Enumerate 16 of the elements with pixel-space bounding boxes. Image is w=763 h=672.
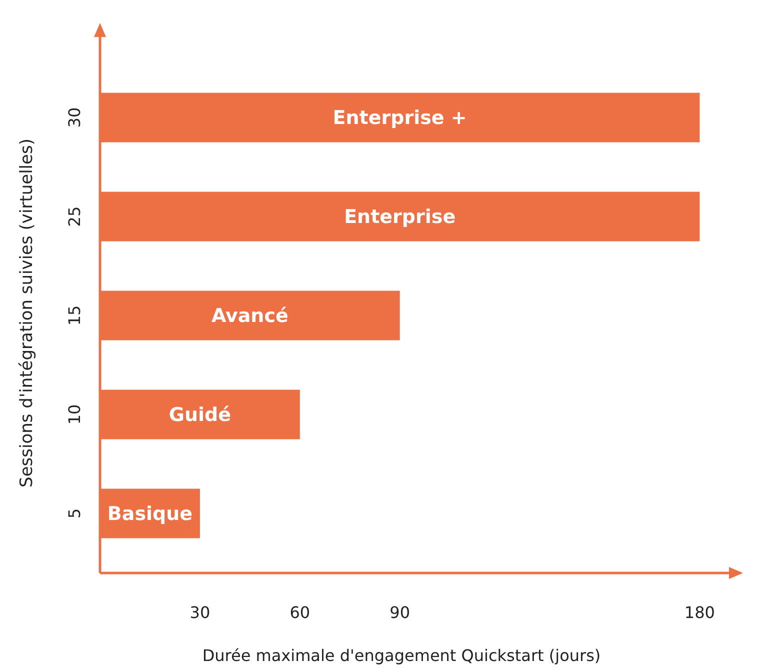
y-axis-title: Sessions d'intégration suivies (virtuelles) [17, 138, 37, 488]
annotation: Enterprise [344, 206, 456, 228]
annotation: Avancé [211, 305, 288, 328]
annotation: Basique [107, 503, 193, 526]
x-tick-label: 90 [390, 603, 410, 622]
y-tick-label: 10 [65, 404, 84, 425]
y-tick-label: 30 [65, 107, 84, 128]
x-tick-label: 180 [684, 603, 715, 622]
y-tick-label: 15 [65, 305, 84, 326]
x-axis-title: Durée maximale d'engagement Quickstart (jours) [202, 646, 601, 665]
x-tick-label: 60 [290, 603, 310, 622]
x-tick-label: 30 [190, 603, 210, 622]
annotation: Enterprise + [332, 107, 467, 130]
y-tick-label: 5 [65, 508, 84, 519]
y-tick-label: 25 [65, 206, 84, 227]
annotation: Guidé [168, 404, 232, 426]
